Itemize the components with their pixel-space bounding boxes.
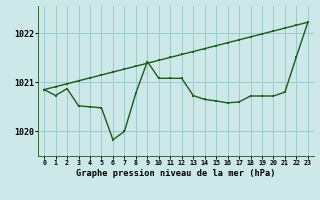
X-axis label: Graphe pression niveau de la mer (hPa): Graphe pression niveau de la mer (hPa) bbox=[76, 169, 276, 178]
